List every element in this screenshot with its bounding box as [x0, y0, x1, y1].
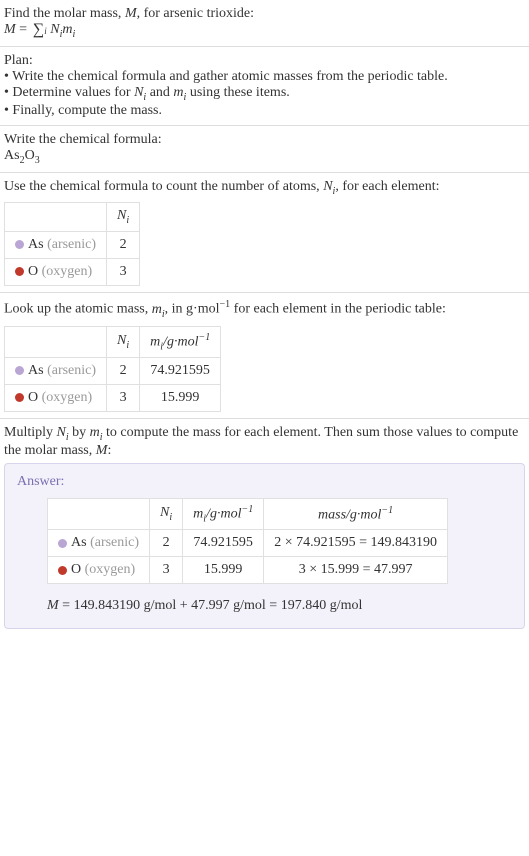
- col-mass: mass/g·mol−1: [264, 498, 448, 529]
- sigma-icon: ∑i: [31, 22, 47, 38]
- mass-cell: 2 × 74.921595 = 149.843190: [264, 530, 448, 557]
- table-row: As (arsenic) 2 74.921595 2 × 74.921595 =…: [48, 530, 448, 557]
- answer-table: Ni mi/g·mol−1 mass/g·mol−1 As (arsenic) …: [47, 498, 448, 584]
- intro-equation: M = ∑i Nimi: [4, 22, 525, 40]
- element-cell: As (arsenic): [48, 530, 150, 557]
- var-M: M: [96, 443, 108, 458]
- col-m: mi/g·mol−1: [140, 326, 221, 357]
- element-cell: O (oxygen): [5, 259, 107, 286]
- plan-bullet-2: • Determine values for Ni and mi using t…: [4, 85, 525, 103]
- element-dot-icon: [58, 566, 67, 575]
- m-cell: 74.921595: [140, 358, 221, 385]
- m-cell: 15.999: [183, 557, 264, 584]
- n-cell: 2: [107, 232, 140, 259]
- col-element: [5, 326, 107, 357]
- count-atoms-section: Use the chemical formula to count the nu…: [0, 173, 529, 294]
- answer-label: Answer:: [17, 474, 512, 490]
- var-Ni: Ni: [50, 22, 62, 37]
- table-header-row: Ni: [5, 203, 140, 232]
- text: , for arsenic trioxide:: [137, 6, 254, 21]
- table-header-row: Ni mi/g·mol−1: [5, 326, 221, 357]
- var-mi: mi: [173, 85, 186, 100]
- var-Ni: Ni: [323, 179, 335, 194]
- var-M: M: [125, 6, 137, 21]
- multiply-text: Multiply Ni by mi to compute the mass fo…: [4, 425, 525, 459]
- plan-bullet-1: • Write the chemical formula and gather …: [4, 69, 525, 85]
- element-cell: As (arsenic): [5, 232, 107, 259]
- col-N: Ni: [107, 326, 140, 357]
- element-cell: O (oxygen): [48, 557, 150, 584]
- var-mi: mi: [152, 302, 165, 317]
- n-cell: 3: [150, 557, 183, 584]
- final-result: M = 149.843190 g/mol + 47.997 g/mol = 19…: [47, 598, 512, 614]
- text: Find the molar mass,: [4, 6, 125, 21]
- table-row: O (oxygen) 3 15.999 3 × 15.999 = 47.997: [48, 557, 448, 584]
- element-cell: As (arsenic): [5, 358, 107, 385]
- var-M: M: [4, 22, 16, 37]
- n-cell: 2: [107, 358, 140, 385]
- element-cell: O (oxygen): [5, 385, 107, 412]
- intro-section: Find the molar mass, M, for arsenic trio…: [0, 0, 529, 47]
- count-atoms-heading: Use the chemical formula to count the nu…: [4, 179, 525, 197]
- var-mi: mi: [90, 425, 103, 440]
- col-m: mi/g·mol−1: [183, 498, 264, 529]
- chem-formula-section: Write the chemical formula: As2O3: [0, 126, 529, 173]
- col-N: Ni: [150, 498, 183, 529]
- chem-formula-heading: Write the chemical formula:: [4, 132, 525, 148]
- atomic-mass-table: Ni mi/g·mol−1 As (arsenic) 2 74.921595 O…: [4, 326, 221, 412]
- m-cell: 15.999: [140, 385, 221, 412]
- plan-section: Plan: • Write the chemical formula and g…: [0, 47, 529, 126]
- m-cell: 74.921595: [183, 530, 264, 557]
- element-dot-icon: [58, 539, 67, 548]
- var-Ni: Ni: [57, 425, 69, 440]
- eq: =: [16, 22, 31, 37]
- table-row: As (arsenic) 2 74.921595: [5, 358, 221, 385]
- col-N: Ni: [107, 203, 140, 232]
- element-dot-icon: [15, 267, 24, 276]
- atomic-mass-heading: Look up the atomic mass, mi, in g·mol−1 …: [4, 299, 525, 319]
- intro-line1: Find the molar mass, M, for arsenic trio…: [4, 6, 525, 22]
- var-mi: mi: [62, 22, 75, 37]
- multiply-section: Multiply Ni by mi to compute the mass fo…: [0, 419, 529, 635]
- element-dot-icon: [15, 240, 24, 249]
- table-row: As (arsenic) 2: [5, 232, 140, 259]
- answer-box: Answer: Ni mi/g·mol−1 mass/g·mol−1 As (a…: [4, 463, 525, 629]
- table-header-row: Ni mi/g·mol−1 mass/g·mol−1: [48, 498, 448, 529]
- n-cell: 3: [107, 385, 140, 412]
- element-dot-icon: [15, 393, 24, 402]
- n-cell: 2: [150, 530, 183, 557]
- var-Ni: Ni: [134, 85, 146, 100]
- atomic-mass-section: Look up the atomic mass, mi, in g·mol−1 …: [0, 293, 529, 419]
- mass-cell: 3 × 15.999 = 47.997: [264, 557, 448, 584]
- count-atoms-table: Ni As (arsenic) 2 O (oxygen) 3: [4, 202, 140, 286]
- element-dot-icon: [15, 366, 24, 375]
- col-element: [5, 203, 107, 232]
- var-M: M: [47, 598, 59, 613]
- table-row: O (oxygen) 3 15.999: [5, 385, 221, 412]
- col-element: [48, 498, 150, 529]
- plan-heading: Plan:: [4, 53, 525, 69]
- chem-formula: As2O3: [4, 148, 525, 166]
- table-row: O (oxygen) 3: [5, 259, 140, 286]
- n-cell: 3: [107, 259, 140, 286]
- plan-bullet-3: • Finally, compute the mass.: [4, 103, 525, 119]
